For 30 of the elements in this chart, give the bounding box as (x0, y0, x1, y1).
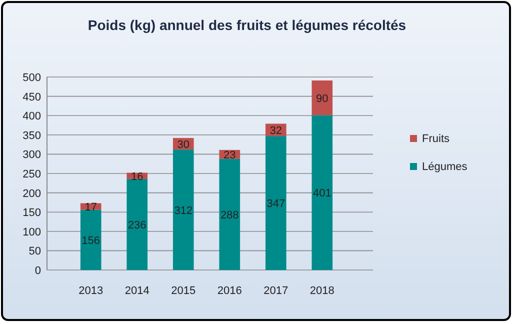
data-label: 236 (128, 219, 146, 232)
legend-label: Légumes (422, 161, 468, 173)
data-label: 90 (316, 92, 328, 105)
y-tick-label: 350 (22, 130, 41, 142)
y-tick-label: 400 (22, 110, 41, 123)
data-label: 347 (266, 198, 286, 210)
data-label: 156 (82, 234, 100, 247)
y-tick-label: 50 (28, 246, 41, 258)
y-tick-label: 500 (22, 72, 41, 84)
data-label: 23 (224, 149, 236, 162)
y-tick-label: 300 (22, 149, 41, 162)
x-tick-label: 2018 (310, 285, 334, 297)
data-label: 30 (177, 138, 190, 151)
y-tick-label: 250 (22, 168, 41, 180)
x-tick-label: 2015 (171, 285, 196, 297)
data-label: 312 (174, 204, 193, 217)
y-tick-label: 150 (22, 207, 41, 220)
chart-title: Poids (kg) annuel des fruits et légumes récoltés (88, 17, 406, 33)
data-label: 32 (270, 124, 282, 137)
x-tick-label: 2013 (78, 285, 104, 297)
x-tick-label: 2016 (217, 285, 242, 297)
data-label: 288 (220, 209, 239, 222)
legend-label: Fruits (422, 133, 450, 145)
x-tick-label: 2014 (124, 285, 150, 297)
data-label: 401 (312, 188, 332, 200)
y-tick-label: 100 (22, 226, 41, 238)
y-tick-label: 200 (22, 188, 41, 200)
y-tick-label: 0 (34, 265, 41, 277)
y-tick-label: 450 (22, 91, 41, 104)
x-tick-label: 2017 (264, 285, 288, 297)
